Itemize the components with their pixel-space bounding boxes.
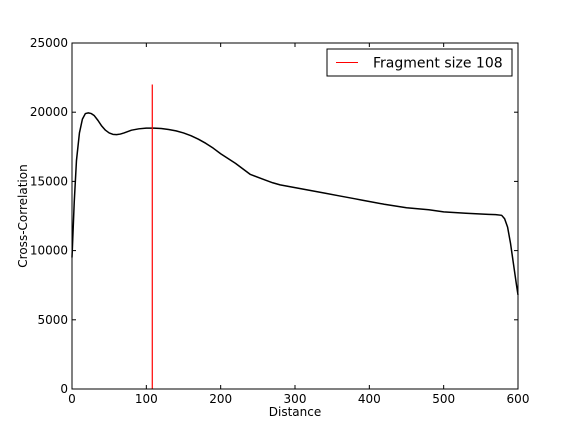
x-tick-label: 500 (432, 392, 455, 406)
y-tick-label: 0 (60, 382, 68, 396)
series-line-0 (71, 112, 519, 296)
legend-box (326, 48, 513, 77)
x-tick-label: 300 (284, 392, 307, 406)
x-tick-label: 600 (507, 392, 530, 406)
y-tick-label: 5000 (37, 313, 68, 327)
legend: Fragment size 108 (326, 48, 513, 77)
x-tick-label: 200 (209, 392, 232, 406)
y-axis-ticks: 0 5000 10000 15000 20000 25000 (30, 36, 518, 396)
y-tick-label: 10000 (30, 244, 68, 258)
series-layer (71, 112, 519, 296)
y-axis-label: Cross-Correlation (16, 164, 30, 267)
x-axis-label: Distance (269, 405, 321, 419)
x-tick-label: 100 (135, 392, 158, 406)
legend-label: Fragment size 108 (373, 56, 503, 72)
x-axis-ticks: 0 100 200 300 400 500 600 (68, 43, 529, 406)
plot-area (72, 43, 518, 389)
y-tick-label: 15000 (30, 174, 68, 188)
y-tick-label: 25000 (30, 36, 68, 50)
x-tick-label: 0 (68, 392, 76, 406)
x-tick-label: 400 (358, 392, 381, 406)
y-tick-label: 20000 (30, 105, 68, 119)
